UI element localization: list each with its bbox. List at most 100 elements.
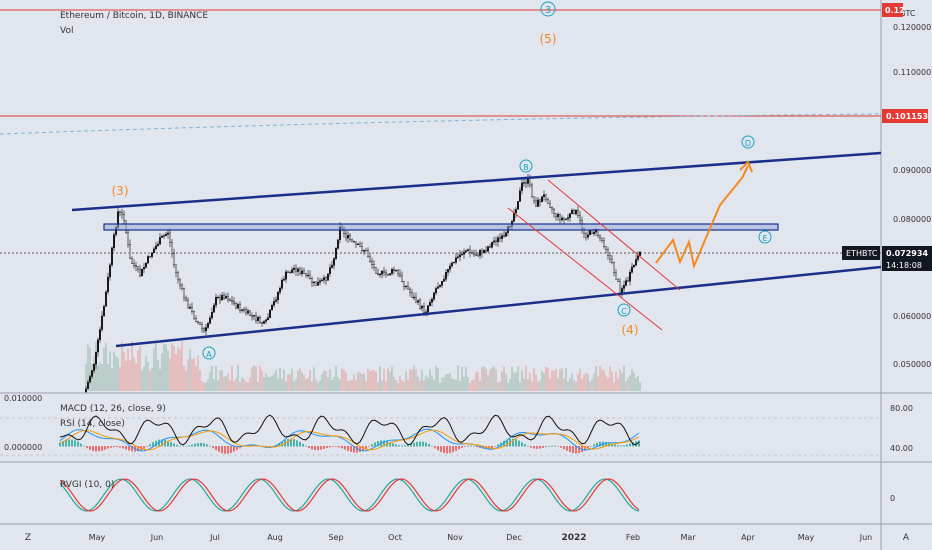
macd-hist-bar — [89, 446, 91, 450]
volume-bar — [401, 380, 403, 391]
price-axis[interactable]: 0.120000 0.110000 0.090000 0.080000 0.06… — [893, 23, 931, 369]
candle-body — [363, 250, 366, 252]
wave-label-b[interactable]: B — [519, 159, 533, 173]
red-descending-channel-upper[interactable] — [547, 179, 681, 291]
volume-bar — [173, 346, 175, 391]
wave-label-3-circled[interactable]: 3 — [540, 1, 556, 17]
volume-bar — [237, 365, 239, 391]
wave-label-4[interactable]: (4) — [622, 323, 639, 337]
macd-hist-bar — [455, 446, 457, 451]
chart-title[interactable]: Ethereum / Bitcoin, 1D, BINANCE — [60, 11, 208, 21]
volume-bar — [425, 375, 427, 391]
macd-hist-bar — [95, 446, 97, 452]
wave-label-c[interactable]: C — [617, 303, 631, 317]
candle-body — [208, 317, 211, 324]
main-pane[interactable] — [0, 0, 881, 393]
candle-body — [110, 247, 113, 266]
candle-body — [575, 210, 578, 215]
macd-hist-bar — [596, 442, 598, 447]
volume-bar — [355, 379, 357, 391]
volume-bar — [543, 372, 545, 391]
candle-body — [381, 270, 384, 275]
volume-bar — [565, 368, 567, 391]
macd-hist-bar — [176, 444, 178, 447]
rsi-label[interactable]: RSI (14, close) — [60, 419, 125, 429]
candle-body — [164, 233, 167, 236]
candle-body — [441, 281, 444, 286]
wave-label-a[interactable]: A — [202, 346, 216, 360]
candle-body — [519, 190, 522, 202]
candle-body — [220, 294, 223, 301]
macd-hist-bar — [410, 443, 412, 447]
volume-bar — [207, 378, 209, 391]
lower-channel-line[interactable] — [115, 265, 882, 348]
volume-bar — [141, 370, 143, 391]
resistance-zone-rect[interactable] — [103, 223, 779, 231]
candlesticks[interactable] — [84, 173, 642, 393]
candle-body — [216, 296, 219, 299]
wave-label-e[interactable]: E — [758, 230, 772, 244]
volume-bar — [507, 382, 509, 391]
volume-bar — [203, 382, 205, 391]
volume-bar — [419, 380, 421, 391]
timezone-button[interactable]: Z — [25, 533, 31, 543]
candle-body — [140, 268, 143, 277]
wave-label-5[interactable]: (5) — [540, 32, 557, 46]
volume-bar — [437, 368, 439, 391]
macd-label[interactable]: MACD (12, 26, close, 9) — [60, 404, 166, 414]
candle-body — [128, 244, 131, 259]
volume-bar — [603, 370, 605, 391]
volume-bar — [395, 379, 397, 391]
volume-bar — [259, 365, 261, 391]
rvgi-pane[interactable] — [0, 462, 881, 524]
volume-bar — [519, 382, 521, 391]
macd-hist-bar — [161, 439, 163, 447]
macd-hist-bar — [125, 446, 127, 450]
volume-bar — [325, 371, 327, 391]
candle-body — [198, 322, 201, 325]
projection-path[interactable] — [655, 165, 749, 270]
macd-hist-bar — [536, 446, 538, 449]
price-badge-top[interactable]: 0.12 — [882, 3, 905, 17]
time-label: Sep — [328, 533, 343, 542]
volume-bar — [87, 344, 89, 391]
candle-body — [156, 244, 159, 246]
macd-hist-bar — [464, 446, 466, 447]
macd-hist-bar — [491, 446, 493, 448]
time-axis[interactable]: May Jun Jul Aug Sep Oct Nov Dec 2022 Feb… — [89, 533, 873, 543]
candle-body — [473, 252, 476, 255]
rvgi-label[interactable]: RVGI (10, 0) — [60, 480, 114, 490]
candle-body — [417, 300, 420, 303]
last-price-badge[interactable]: 0.072934 14:18:08 — [882, 246, 932, 271]
volume-bar — [151, 367, 153, 391]
svg-text:C: C — [621, 307, 627, 316]
candle-body — [122, 214, 125, 221]
macd-hist-bar — [560, 446, 562, 448]
volume-bar — [121, 341, 123, 391]
volume-bar — [147, 362, 149, 391]
volume-bar — [145, 356, 147, 391]
candle-body — [389, 273, 392, 276]
macd-hist-bar — [374, 442, 376, 447]
candle-body — [517, 201, 520, 210]
auto-scale-button[interactable]: A — [903, 533, 910, 543]
wave-label-d[interactable]: D — [741, 135, 755, 149]
macd-hist-bar — [620, 445, 622, 447]
macd-hist-bar — [401, 445, 403, 447]
rvgi-right-tick: 0 — [890, 494, 895, 503]
red-descending-channel-lower[interactable] — [507, 207, 663, 331]
macd-hist-bar — [461, 446, 463, 448]
volume-bar — [475, 371, 477, 391]
candle-body — [104, 291, 107, 307]
price-badge-red-level[interactable]: 0.101153 — [882, 109, 928, 123]
volume-bar — [123, 351, 125, 391]
macd-hist-bar — [338, 446, 340, 448]
vol-label[interactable]: Vol — [60, 26, 73, 36]
volume-bar — [319, 380, 321, 391]
macd-hist-bar — [212, 446, 214, 449]
wave-label-3[interactable]: (3) — [112, 184, 129, 198]
symbol-badge[interactable]: ETHBTC — [842, 246, 880, 260]
candle-body — [305, 273, 308, 276]
